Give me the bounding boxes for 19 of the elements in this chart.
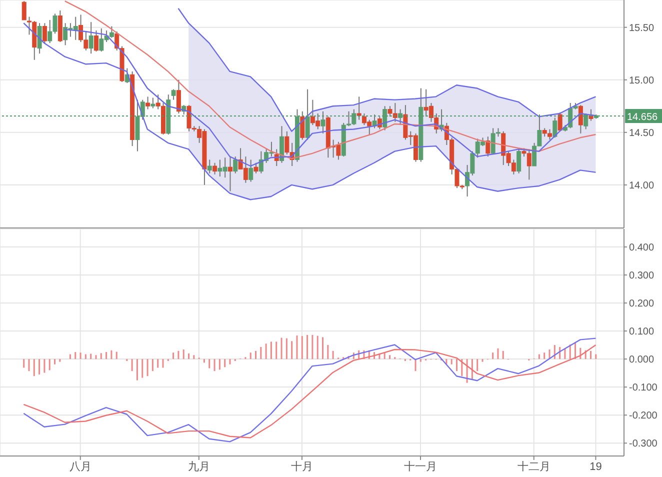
x-tick-label: 19 [590,460,602,473]
x-tick-label: 十二月 [517,460,550,473]
y-tick-label: 14.00 [629,180,654,192]
y-tick-label: 0.200 [629,298,654,310]
x-tick-label: 九月 [188,460,210,473]
y-tick-label: 0.400 [629,242,654,254]
y-tick-label: -0.300 [629,438,658,450]
x-tick-label: 十月 [290,460,313,473]
y-tick-label: 15.00 [629,75,654,86]
x-tick-label: 十一月 [404,460,437,473]
ref-line-label: 14.656 [627,112,658,123]
y-tick-label: 14.50 [629,128,654,139]
y-tick-label: 15.50 [629,22,654,34]
y-tick-label: -0.100 [629,382,658,394]
y-tick-label: 0.000 [629,354,654,366]
y-tick-label: 0.100 [629,326,654,338]
y-tick-label: -0.200 [629,410,658,422]
x-tick-label: 八月 [69,460,92,473]
y-tick-label: 0.300 [629,270,654,282]
